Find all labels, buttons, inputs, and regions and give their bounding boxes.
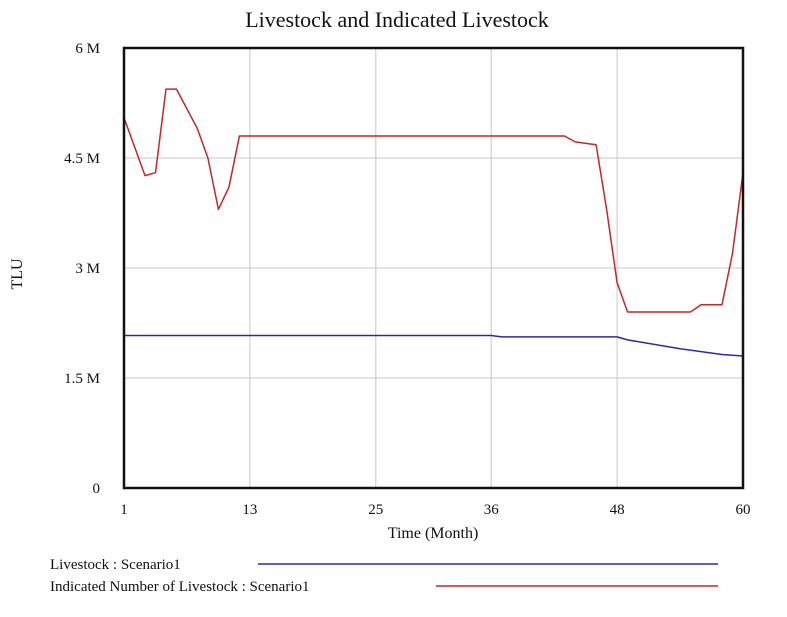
y-axis-label: TLU bbox=[9, 258, 26, 290]
plot-area-frame bbox=[122, 46, 745, 490]
series-line-livestock bbox=[124, 334, 744, 357]
grid-lines bbox=[124, 48, 743, 488]
legend-label: Indicated Number of Livestock : Scenario… bbox=[50, 579, 310, 595]
x-tick-label: 1 bbox=[120, 502, 128, 518]
x-tick-label: 36 bbox=[484, 502, 500, 518]
x-axis-label: Time (Month) bbox=[388, 525, 479, 542]
y-tick-label: 4.5 M bbox=[64, 151, 100, 167]
legend: Livestock : Scenario1 Indicated Number of… bbox=[50, 557, 718, 595]
y-tick-label: 1.5 M bbox=[64, 371, 100, 387]
y-tick-label: 6 M bbox=[75, 41, 100, 57]
legend-label: Livestock : Scenario1 bbox=[50, 557, 181, 573]
series-line-indicated-livestock bbox=[123, 88, 744, 313]
x-tick-label: 60 bbox=[736, 502, 751, 518]
series-lines bbox=[123, 88, 744, 357]
y-tick-label: 0 bbox=[93, 481, 101, 497]
x-tick-label: 25 bbox=[368, 502, 383, 518]
x-tick-label: 13 bbox=[242, 502, 257, 518]
x-tick-label: 48 bbox=[610, 502, 625, 518]
chart-title: Livestock and Indicated Livestock bbox=[245, 7, 549, 32]
y-tick-label: 3 M bbox=[75, 261, 100, 277]
tick-labels: 1 13 25 36 48 60 0 1.5 M 3 M 4.5 M 6 M bbox=[64, 41, 750, 518]
